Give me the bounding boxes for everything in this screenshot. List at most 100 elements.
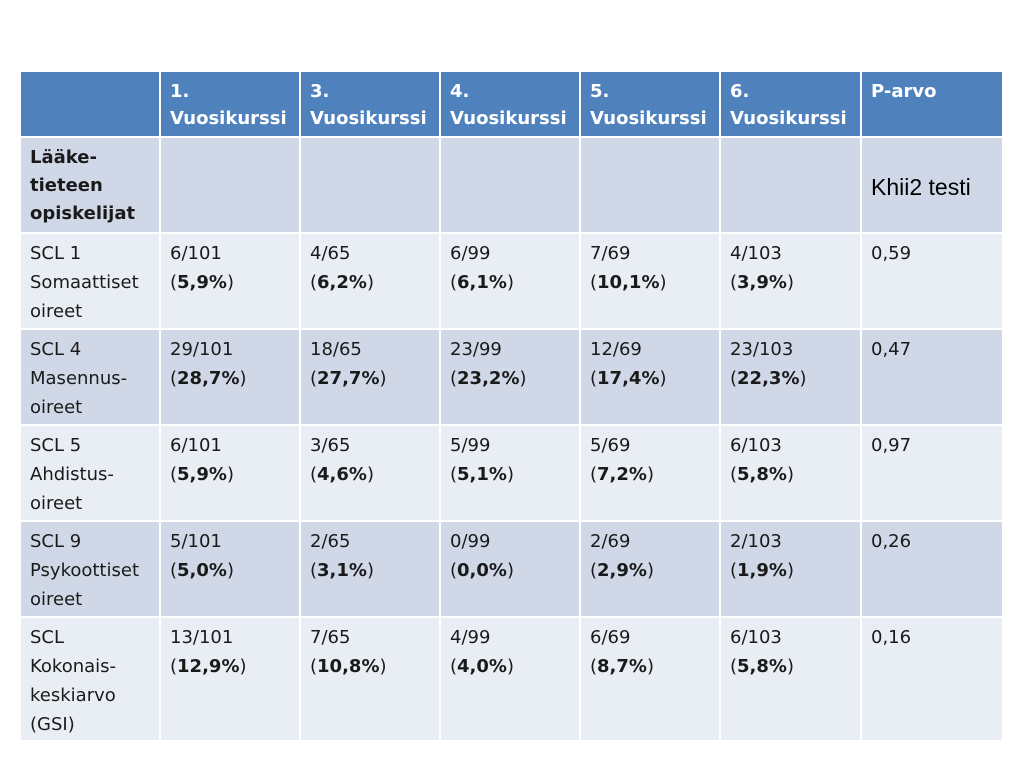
row-label-line: Kokonais-: [30, 656, 117, 677]
header-line: Vuosikurssi: [310, 108, 427, 129]
count-fraction: 4/99: [450, 627, 491, 648]
percent-value: 7,2%: [597, 464, 647, 485]
row-label-line: SCL 5: [30, 435, 82, 456]
percent-value: 0,0%: [457, 560, 507, 581]
group-label-line: tieteen: [30, 175, 103, 196]
count-cell: 18/65 (27,7%): [301, 330, 441, 426]
header-cell-year-6: 6. Vuosikurssi: [721, 72, 862, 138]
count-fraction: 3/65: [310, 435, 351, 456]
count-fraction: 13/101: [170, 627, 234, 648]
header-row: 1. Vuosikurssi 3. Vuosikurssi 4. Vuosiku…: [21, 72, 1002, 138]
results-table: 1. Vuosikurssi 3. Vuosikurssi 4. Vuosiku…: [21, 72, 1002, 742]
count-cell: 6/101 (5,9%): [161, 234, 301, 330]
count-fraction: 7/65: [310, 627, 351, 648]
row-label-line: (GSI): [30, 714, 75, 735]
row-label-cell: SCL 5 Ahdistus-oireet: [21, 426, 161, 522]
table-row: SCL 4 Masennus-oireet 29/101 (28,7%) 18/65 (2…: [21, 330, 1002, 426]
row-label-line: SCL: [30, 627, 65, 648]
count-fraction: 6/101: [170, 435, 222, 456]
count-percent: (3,1%): [310, 560, 374, 581]
percent-value: 4,0%: [457, 656, 507, 677]
row-label-line: Psykoottiset: [30, 560, 140, 581]
count-percent: (10,1%): [590, 272, 667, 293]
row-label-line: Ahdistus-: [30, 464, 114, 485]
count-percent: (3,9%): [730, 272, 794, 293]
percent-value: 2,9%: [597, 560, 647, 581]
count-fraction: 4/103: [730, 243, 782, 264]
row-label-cell: SCL 4 Masennus-oireet: [21, 330, 161, 426]
count-fraction: 4/65: [310, 243, 351, 264]
count-cell: 4/65 (6,2%): [301, 234, 441, 330]
header-line: Vuosikurssi: [730, 108, 847, 129]
count-fraction: 2/69: [590, 531, 631, 552]
count-cell: 7/69 (10,1%): [581, 234, 721, 330]
count-cell: 23/103 (22,3%): [721, 330, 862, 426]
count-cell: 6/103 (5,8%): [721, 426, 862, 522]
percent-value: 8,7%: [597, 656, 647, 677]
count-percent: (5,8%): [730, 464, 794, 485]
row-label-line: oireet: [30, 589, 83, 610]
header-line: Vuosikurssi: [590, 108, 707, 129]
row-label-line: oireet: [30, 493, 83, 514]
count-percent: (27,7%): [310, 368, 387, 389]
count-fraction: 12/69: [590, 339, 642, 360]
row-label-line: oireet: [30, 397, 83, 418]
p-value-cell: 0,16: [862, 618, 1002, 742]
count-percent: (17,4%): [590, 368, 667, 389]
percent-value: 10,1%: [597, 272, 660, 293]
row-label-line: SCL 4: [30, 339, 82, 360]
test-note: Khii2 testi: [862, 138, 1002, 234]
empty-cell: [721, 138, 862, 234]
count-fraction: 23/103: [730, 339, 794, 360]
count-percent: (28,7%): [170, 368, 247, 389]
count-cell: 6/99 (6,1%): [441, 234, 581, 330]
percent-value: 5,0%: [177, 560, 227, 581]
count-percent: (1,9%): [730, 560, 794, 581]
header-line: Vuosikurssi: [450, 108, 567, 129]
count-fraction: 6/103: [730, 627, 782, 648]
count-cell: 6/69 (8,7%): [581, 618, 721, 742]
count-cell: 4/103 (3,9%): [721, 234, 862, 330]
percent-value: 28,7%: [177, 368, 240, 389]
count-percent: (5,8%): [730, 656, 794, 677]
row-label-line: keskiarvo: [30, 685, 116, 706]
row-label-cell: SCL 9 Psykoottiset oireet: [21, 522, 161, 618]
header-line: P-arvo: [871, 81, 937, 102]
count-percent: (0,0%): [450, 560, 514, 581]
count-percent: (5,9%): [170, 464, 234, 485]
count-cell: 2/65 (3,1%): [301, 522, 441, 618]
empty-cell: [441, 138, 581, 234]
percent-value: 5,8%: [737, 656, 787, 677]
count-cell: 6/103 (5,8%): [721, 618, 862, 742]
p-value-cell: 0,26: [862, 522, 1002, 618]
count-percent: (6,2%): [310, 272, 374, 293]
header-line: Vuosikurssi: [170, 108, 287, 129]
header-line: 3.: [310, 81, 330, 102]
header-cell-label: [21, 72, 161, 138]
count-fraction: 6/103: [730, 435, 782, 456]
count-fraction: 0/99: [450, 531, 491, 552]
percent-value: 23,2%: [457, 368, 520, 389]
percent-value: 5,8%: [737, 464, 787, 485]
header-line: 1.: [170, 81, 190, 102]
count-cell: 5/99 (5,1%): [441, 426, 581, 522]
count-percent: (23,2%): [450, 368, 527, 389]
empty-cell: [581, 138, 721, 234]
row-label-cell: SCL Kokonais-keskiarvo (GSI): [21, 618, 161, 742]
count-percent: (22,3%): [730, 368, 807, 389]
percent-value: 12,9%: [177, 656, 240, 677]
count-cell: 5/69 (7,2%): [581, 426, 721, 522]
header-line: 6.: [730, 81, 750, 102]
count-cell: 2/103 (1,9%): [721, 522, 862, 618]
count-fraction: 5/99: [450, 435, 491, 456]
count-cell: 4/99 (4,0%): [441, 618, 581, 742]
count-percent: (10,8%): [310, 656, 387, 677]
header-line: 5.: [590, 81, 610, 102]
percent-value: 6,1%: [457, 272, 507, 293]
count-fraction: 2/103: [730, 531, 782, 552]
count-percent: (8,7%): [590, 656, 654, 677]
group-row: Lääke- tieteen opiskelijat Khii2 testi: [21, 138, 1002, 234]
row-label-line: SCL 1: [30, 243, 82, 264]
header-cell-year-3: 3. Vuosikurssi: [301, 72, 441, 138]
percent-value: 5,9%: [177, 272, 227, 293]
